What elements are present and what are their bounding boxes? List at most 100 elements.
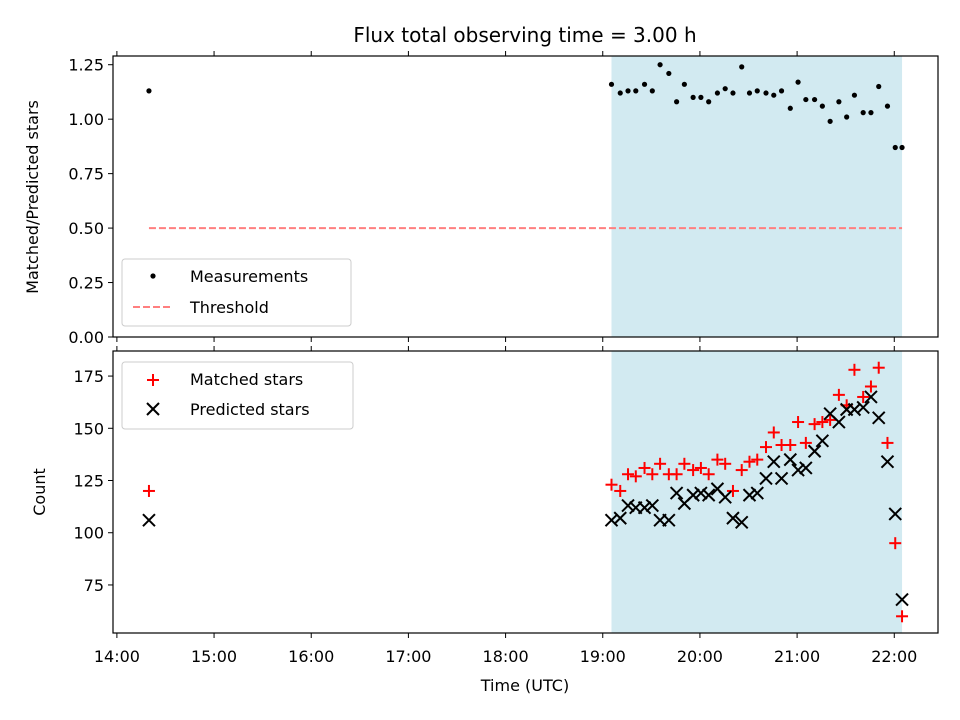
measurement-point	[625, 88, 631, 94]
measurement-point	[641, 81, 648, 87]
measurement-point	[657, 62, 663, 68]
predicted-star-point	[791, 463, 805, 477]
matched-star-point	[889, 537, 902, 550]
matched-star-point	[792, 416, 805, 429]
measurement-point	[714, 90, 721, 96]
matched-star-point	[824, 413, 837, 426]
matched-star-point	[654, 457, 667, 470]
measurement-point	[778, 88, 785, 94]
measurement-point	[666, 70, 672, 77]
measurement-point	[146, 88, 152, 94]
measurement-point	[795, 79, 801, 85]
matched-star-point	[694, 461, 707, 474]
x-tick-label: 22:00	[871, 647, 917, 666]
matched-star-point	[848, 363, 861, 376]
predicted-star-point	[872, 411, 886, 425]
predicted-star-point	[637, 500, 652, 515]
predicted-star-point	[783, 452, 798, 467]
legend-matched-label: Matched stars	[190, 370, 303, 389]
bottom-axes-frame	[112, 350, 939, 634]
top-y-tick-label: 1.25	[68, 56, 104, 75]
measurement-point	[698, 94, 704, 100]
measurement-point	[868, 110, 874, 116]
predicted-star-point	[832, 415, 846, 429]
measurement-point	[860, 110, 866, 116]
measurement-point	[617, 90, 623, 96]
matched-star-point	[711, 453, 724, 466]
matched-star-point	[629, 470, 642, 483]
predicted-star-point	[694, 486, 708, 500]
matched-star-point	[735, 464, 748, 477]
measurement-point	[884, 103, 891, 109]
measurement-point	[746, 90, 753, 96]
legend-measurements-label: Measurements	[190, 267, 308, 286]
predicted-star-point	[815, 434, 830, 448]
measurement-point	[649, 88, 655, 94]
top-y-tick-label: 0.00	[68, 328, 104, 347]
predicted-star-point	[701, 488, 716, 502]
matched-star-point	[702, 468, 715, 481]
observing-window-shade-top	[611, 56, 903, 337]
bottom-legend: Matched stars Predicted stars	[121, 361, 354, 430]
predicted-star-point	[888, 507, 902, 521]
measurement-point	[876, 83, 882, 90]
predicted-star-point	[613, 511, 627, 525]
measurement-point	[787, 105, 793, 111]
matched-star-point	[142, 484, 155, 497]
top-axis-ticks: 0.00 0.25 0.50 0.75 1.00 1.25	[68, 51, 895, 347]
measurement-point	[811, 96, 818, 103]
predicted-star-point	[726, 511, 740, 525]
measurement-point	[754, 88, 760, 94]
matched-star-point	[760, 441, 773, 454]
predicted-star-point	[864, 390, 878, 404]
measurement-point	[722, 86, 728, 92]
measurement-point	[706, 99, 712, 105]
bottom-y-tick-label: 175	[73, 367, 104, 386]
matched-star-point	[784, 439, 797, 451]
measurement-point	[771, 92, 777, 98]
predicted-star-point	[895, 592, 909, 607]
measurement-point	[763, 90, 769, 96]
matched-star-point	[614, 484, 627, 497]
matched-star-point	[751, 453, 764, 466]
measurement-point	[739, 64, 745, 70]
x-tick-label: 16:00	[288, 647, 334, 666]
matched-star-point	[816, 416, 829, 429]
top-y-tick-label: 0.75	[68, 165, 104, 184]
matched-star-point	[896, 610, 909, 623]
top-axes-frame	[112, 55, 939, 338]
predicted-star-point	[621, 498, 635, 513]
x-tick-label: 21:00	[774, 647, 820, 666]
x-tick-label: 20:00	[677, 647, 723, 666]
top-y-axis-label: Matched/Predicted stars	[23, 100, 42, 294]
x-tick-label: 17:00	[385, 647, 431, 666]
legend-predicted-marker	[146, 402, 160, 416]
bottom-axis-ticks: 75 100 125 150 175 14:00 15:00 16:00 17:00 18:00 1…	[73, 346, 917, 666]
predicted-star-point	[669, 486, 684, 500]
measurement-point	[892, 144, 898, 151]
x-tick-label: 19:00	[580, 647, 626, 666]
predicted-star-point	[686, 488, 700, 502]
matched-star-point	[743, 455, 756, 468]
legend-predicted-label: Predicted stars	[190, 400, 310, 419]
matched-star-point	[605, 478, 618, 491]
measurement-point	[633, 88, 639, 94]
legend-threshold-label: Threshold	[189, 298, 269, 317]
bottom-y-tick-label: 125	[73, 472, 104, 491]
matched-star-point	[832, 388, 845, 401]
matched-star-point	[678, 457, 691, 470]
predicted-star-point	[799, 461, 813, 475]
predicted-star-point	[735, 515, 749, 529]
ratio-panel: 0.00 0.25 0.50 0.75 1.00 1.25 Matched/Predict…	[23, 51, 939, 347]
predicted-star-point	[767, 455, 781, 469]
measurement-point	[899, 144, 905, 151]
matched-star-point	[670, 468, 683, 481]
top-shaded-region	[611, 56, 903, 337]
bottom-y-tick-label: 150	[73, 419, 104, 438]
predicted-star-point	[662, 513, 676, 527]
bottom-legend-box	[121, 361, 354, 430]
matched-star-point	[857, 390, 870, 403]
measurement-point	[674, 99, 680, 105]
predicted-star-point	[759, 471, 773, 486]
